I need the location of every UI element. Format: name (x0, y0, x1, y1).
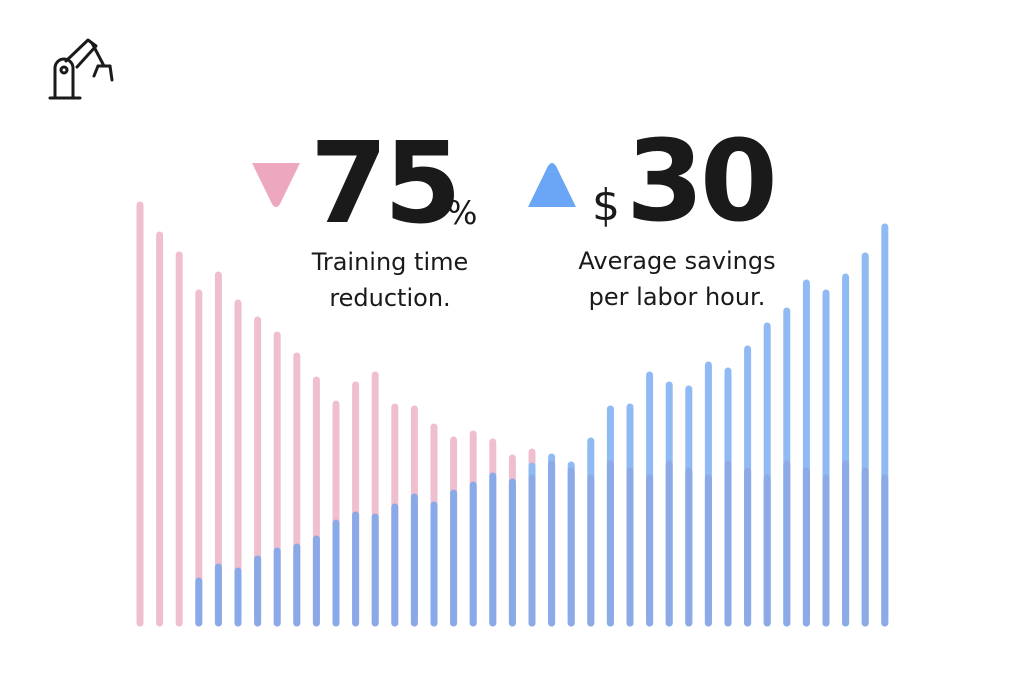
stat-caption: Training time (311, 248, 469, 276)
stat-caption: Average savings (578, 247, 775, 275)
stat-unit: $ (592, 180, 620, 231)
stat-caption: per labor hour. (589, 283, 766, 311)
robot-arm-icon (48, 38, 114, 100)
up-triangle (528, 163, 576, 207)
down-triangle (252, 163, 300, 207)
decorative-bars (136, 201, 889, 627)
stat-caption: reduction. (329, 284, 450, 312)
stat-number: 75 (310, 119, 458, 249)
stat-unit: % (447, 194, 477, 232)
stat-number: 30 (626, 117, 774, 247)
